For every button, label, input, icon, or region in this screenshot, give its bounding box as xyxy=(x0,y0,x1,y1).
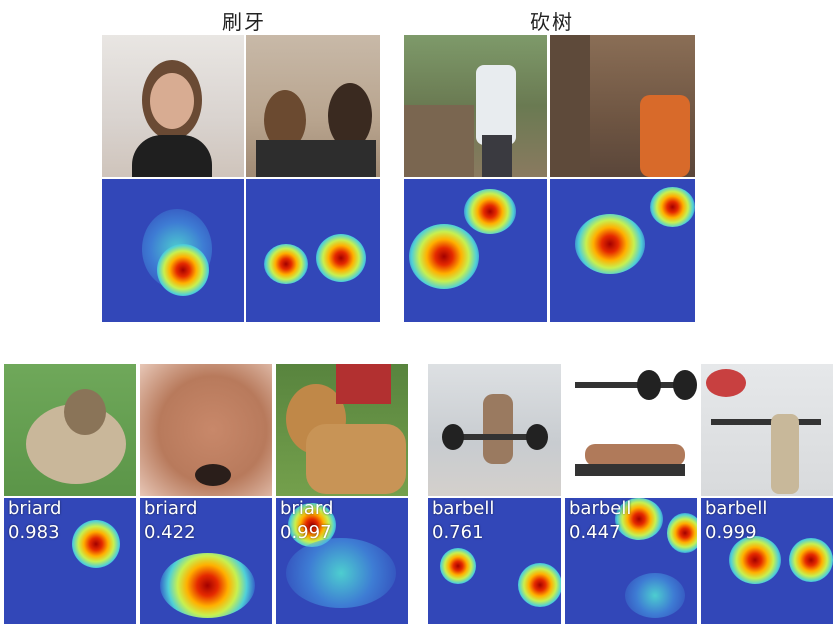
dog-head-shape xyxy=(64,389,106,435)
clothing-shape xyxy=(256,140,376,177)
dog-body-shape xyxy=(306,424,406,494)
photo-briard-2 xyxy=(140,364,272,496)
heat-peak xyxy=(160,553,255,618)
heatmap-briard-2: briard 0.422 xyxy=(140,498,272,624)
heatmap-cutting-trees-2 xyxy=(550,179,695,322)
confidence-score: 0.761 xyxy=(432,522,484,543)
tree-branches xyxy=(404,105,474,177)
confidence-score: 0.997 xyxy=(280,522,332,543)
class-label: briard xyxy=(144,498,198,519)
person-shape xyxy=(336,364,391,404)
heatmap-brushing-teeth-1 xyxy=(102,179,244,322)
heat-peak xyxy=(518,563,561,607)
face-shape xyxy=(150,73,194,129)
barbell-shape xyxy=(711,419,821,425)
photo-brushing-teeth-1 xyxy=(102,35,244,177)
heat-region xyxy=(625,573,685,618)
photo-barbell-1 xyxy=(428,364,561,496)
heatmap-barbell-1: barbell 0.761 xyxy=(428,498,561,624)
photo-cutting-trees-2 xyxy=(550,35,695,177)
confidence-score: 0.447 xyxy=(569,522,621,543)
photo-cutting-trees-1 xyxy=(404,35,547,177)
heatmap-briard-3: briard 0.997 xyxy=(276,498,408,624)
person-silhouette xyxy=(771,414,799,494)
weight-plate xyxy=(673,370,697,400)
class-label: briard xyxy=(280,498,334,519)
heatmap-brushing-teeth-2 xyxy=(246,179,380,322)
bench-shape xyxy=(575,464,685,476)
shirt-shape xyxy=(132,135,212,177)
weight-plate xyxy=(526,424,548,450)
person-silhouette xyxy=(585,444,685,466)
heat-peak xyxy=(464,189,516,234)
heat-peak xyxy=(729,536,781,584)
heatmap-barbell-3: barbell 0.999 xyxy=(701,498,833,624)
weight-plate xyxy=(442,424,464,450)
class-label: briard xyxy=(8,498,62,519)
group-title-cutting-trees: 砍树 xyxy=(530,10,574,34)
heat-peak xyxy=(615,498,663,540)
photo-brushing-teeth-2 xyxy=(246,35,380,177)
heat-peak xyxy=(157,244,209,296)
heat-peak xyxy=(409,224,479,289)
heatmap-barbell-2: barbell 0.447 xyxy=(565,498,697,624)
barbell-shape xyxy=(443,434,543,440)
photo-briard-3 xyxy=(276,364,408,496)
heat-peak xyxy=(650,187,695,227)
group-title-brushing-teeth: 刷牙 xyxy=(222,10,266,34)
photo-barbell-3 xyxy=(701,364,833,496)
class-label: barbell xyxy=(432,498,495,519)
photo-barbell-2 xyxy=(565,364,697,496)
heat-peak xyxy=(789,538,833,582)
heat-peak xyxy=(575,214,645,274)
worker-silhouette xyxy=(640,95,690,177)
heatmap-cutting-trees-1 xyxy=(404,179,547,322)
heat-peak xyxy=(72,520,120,568)
person-silhouette xyxy=(483,394,513,464)
dog-nose-shape xyxy=(195,464,231,486)
barbell-shape xyxy=(575,382,685,388)
person-silhouette xyxy=(476,65,516,145)
tree-trunk xyxy=(550,35,590,177)
heat-region xyxy=(286,538,396,608)
confidence-score: 0.422 xyxy=(144,522,196,543)
confidence-score: 0.983 xyxy=(8,522,60,543)
heat-peak xyxy=(667,513,697,553)
pants-shape xyxy=(482,135,512,177)
confidence-score: 0.999 xyxy=(705,522,757,543)
heat-peak xyxy=(264,244,308,284)
heat-peak xyxy=(440,548,476,584)
heatmap-briard-1: briard 0.983 xyxy=(4,498,136,624)
class-label: barbell xyxy=(569,498,632,519)
heat-peak xyxy=(316,234,366,282)
weight-plate xyxy=(637,370,661,400)
class-label: barbell xyxy=(705,498,768,519)
exercise-ball xyxy=(706,369,746,397)
person-silhouette xyxy=(328,83,372,149)
photo-briard-1 xyxy=(4,364,136,496)
